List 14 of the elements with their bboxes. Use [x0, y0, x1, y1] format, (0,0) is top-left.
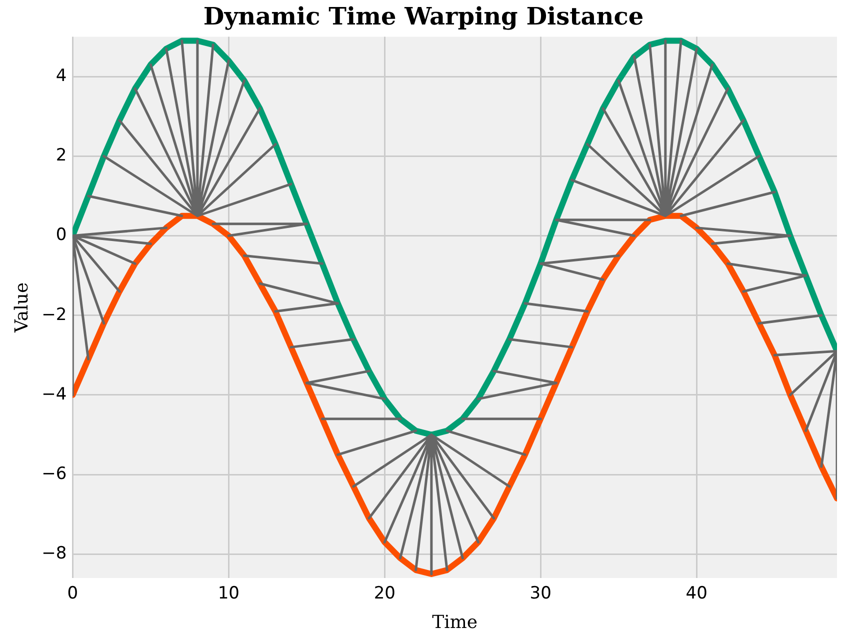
x-tick-label: 40: [686, 584, 708, 604]
y-axis-title: Value: [11, 282, 32, 334]
x-tick-label: 10: [218, 584, 240, 604]
x-tick-label: 20: [374, 584, 396, 604]
x-axis-title: Time: [432, 612, 478, 633]
y-tick-label: −6: [42, 464, 67, 484]
y-tick-label: 0: [56, 225, 67, 246]
y-tick-label: 2: [56, 146, 67, 166]
y-tick-label: −2: [42, 304, 67, 325]
y-tick-label: −4: [42, 384, 67, 404]
y-tick-label: 4: [56, 66, 67, 86]
x-tick-label: 30: [530, 584, 552, 604]
chart-title: Dynamic Time Warping Distance: [203, 2, 644, 31]
y-tick-label: −8: [42, 544, 67, 564]
